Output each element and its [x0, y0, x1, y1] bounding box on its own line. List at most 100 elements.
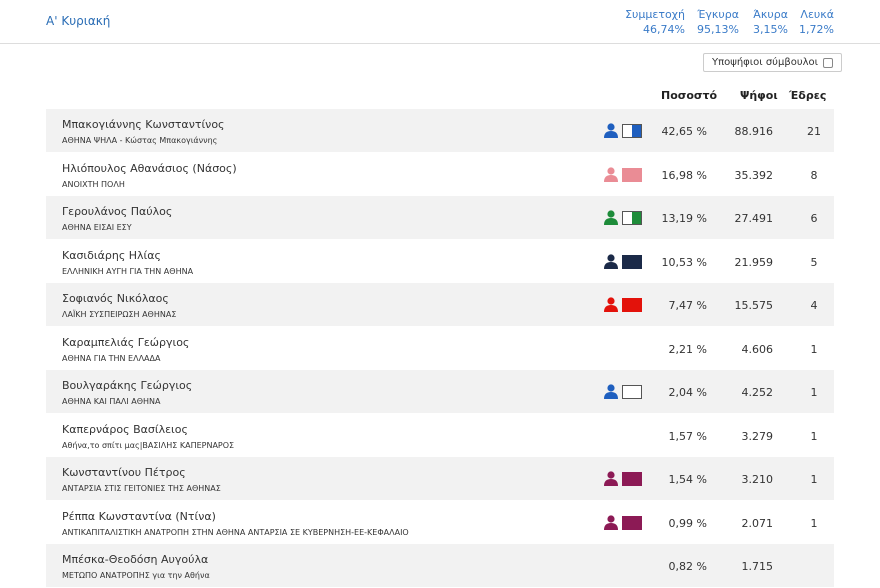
party-name: ΑΝΟΙΧΤΗ ΠΟΛΗ [62, 179, 125, 189]
icon-part [622, 255, 632, 268]
icon-part [632, 211, 642, 225]
icon-part [604, 218, 618, 225]
checkbox[interactable] [823, 58, 833, 68]
party-name: ΜΕΤΩΠΟ ΑΝΑΤΡΟΠΗΣ για την Αθήνα [62, 571, 210, 580]
result-row: Γερουλάνος Παύλος ΑΘΗΝΑ ΕΙΣΑΙ ΕΣΥ 13,19 % 2… [46, 196, 834, 239]
party-icon [604, 514, 642, 530]
seats: 1 [810, 516, 818, 530]
candidate-name: Μπέσκα-Θεοδόση Αυγούλα [62, 553, 209, 566]
icon-part [622, 168, 632, 181]
icon-part [607, 166, 615, 175]
candidate-name: Κασιδιάρης Ηλίας [62, 248, 161, 262]
party-name: ΛΑΪΚΗ ΣΥΣΠΕΙΡΩΣΗ ΑΘΗΝΑΣ [62, 310, 177, 319]
icon-part [622, 385, 632, 399]
percent: 0,82 % [668, 560, 707, 573]
result-row: Ρέππα Κωνσταντίνα (Ντίνα) ΑΝΤΙΚΑΠΙΤΑΛΙΣΤΙ… [46, 501, 834, 544]
party-name: Αθήνα,το σπίτι μας|ΒΑΣΙΛΗΣ ΚΑΠΕΡΝΑΡΟΣ [62, 440, 235, 450]
stat-label: Άκυρα [753, 8, 788, 21]
party-icon [604, 210, 642, 225]
icon-part [607, 384, 615, 392]
candidates-toggle[interactable]: Υποψήφιοι σύμβουλοι [703, 53, 842, 72]
party-name: ΑΘΗΝΑ ΓΙΑ ΤΗΝ ΕΛΛΑΔΑ [62, 353, 161, 363]
icon-part [632, 385, 642, 399]
party-icon [604, 297, 642, 312]
icon-part [632, 516, 642, 529]
percent: 2,21 % [668, 342, 707, 356]
icon-part [622, 385, 642, 399]
candidate-name: Ρέππα Κωνσταντίνα (Ντίνα) [62, 509, 216, 523]
column-header: Έδρες [789, 89, 827, 102]
result-row: Βουλγαράκης Γεώργιος ΑΘΗΝΑ ΚΑΙ ΠΑΛΙ ΑΘΗΝΑ… [46, 370, 834, 413]
result-row: Καπερνάρος Βασίλειος Αθήνα,το σπίτι μας|Β… [46, 414, 834, 457]
icon-part [604, 522, 618, 530]
icon-part [622, 211, 642, 225]
stat-value: 95,13% [697, 23, 739, 36]
stat-value: 46,74% [643, 23, 685, 36]
party-icon [604, 166, 642, 182]
votes: 88.916 [734, 125, 774, 138]
icon-part [607, 297, 615, 305]
votes: 3.210 [741, 473, 774, 486]
percent: 7,47 % [668, 299, 707, 312]
separator [0, 43, 880, 44]
seats: 1 [810, 473, 818, 486]
percent: 1,54 % [668, 473, 707, 486]
party-name: ΑΝΤΑΡΣΙΑ ΣΤΙΣ ΓΕΙΤΟΝΙΕΣ ΤΗΣ ΑΘΗΝΑΣ [62, 484, 221, 493]
votes: 35.392 [734, 168, 774, 182]
icon-part [622, 472, 632, 486]
party-icon [604, 384, 642, 399]
result-row: Μπακογιάννης Κωνσταντίνος ΑΘΗΝΑ ΨΗΛΑ - Κώ… [46, 109, 834, 152]
icon-part [604, 305, 618, 312]
percent: 2,04 % [668, 386, 707, 399]
seats: 8 [810, 168, 818, 182]
icon-part [607, 123, 615, 131]
icon-part [632, 255, 642, 268]
party-name: ΑΘΗΝΑ ΨΗΛΑ - Κώστας Μπακογιάννης [62, 136, 218, 145]
candidate-name: Βουλγαράκης Γεώργιος [62, 379, 193, 392]
percent: 0,99 % [668, 516, 707, 530]
stat-value: 1,72% [799, 23, 834, 36]
icon-part [622, 516, 632, 529]
party-icon [604, 471, 642, 486]
icon-part [622, 254, 642, 269]
icon-part [604, 174, 618, 182]
percent: 42,65 % [661, 125, 707, 138]
percent: 16,98 % [661, 168, 707, 182]
stat: Άκυρα 3,15% [753, 8, 788, 36]
icon-part [622, 298, 632, 312]
icon-part [604, 131, 618, 138]
votes: 1.715 [741, 560, 774, 573]
stat-label: Έγκυρα [697, 8, 739, 21]
party-icon [604, 123, 642, 138]
seats: 1 [810, 342, 818, 356]
candidate-name: Καπερνάρος Βασίλειος [62, 422, 188, 436]
stat: Έγκυρα 95,13% [697, 8, 739, 36]
column-header: Ψήφοι [740, 89, 778, 102]
seats: 5 [810, 255, 818, 269]
result-row: Ηλιόπουλος Αθανάσιος (Νάσος) ΑΝΟΙΧΤΗ ΠΟΛΗ… [46, 153, 834, 196]
party-name: ΑΘΗΝΑ ΚΑΙ ΠΑΛΙ ΑΘΗΝΑ [62, 397, 161, 406]
stat-label: Συμμετοχή [625, 8, 685, 21]
result-row: Σοφιανός Νικόλαος ΛΑΪΚΗ ΣΥΣΠΕΙΡΩΣΗ ΑΘΗΝΑΣ… [46, 283, 834, 326]
candidate-name: Μπακογιάννης Κωνσταντίνος [62, 118, 225, 131]
toggle-label: Υποψήφιοι σύμβουλοι [712, 57, 819, 68]
round-title: Α' Κυριακή [46, 14, 111, 28]
votes: 4.606 [741, 342, 774, 356]
seats: 1 [810, 429, 818, 443]
party-name: ΑΘΗΝΑ ΕΙΣΑΙ ΕΣΥ [62, 223, 132, 232]
icon-part [622, 124, 642, 138]
stat: Λευκά 1,72% [799, 8, 834, 36]
votes: 15.575 [734, 299, 774, 312]
icon-part [632, 298, 642, 312]
result-row: Κωνσταντίνου Πέτρος ΑΝΤΑΡΣΙΑ ΣΤΙΣ ΓΕΙΤΟΝΙ… [46, 457, 834, 500]
icon-part [607, 514, 615, 523]
candidate-name: Καραμπελιάς Γεώργιος [62, 335, 190, 349]
icon-part [607, 210, 615, 218]
percent: 1,57 % [668, 429, 707, 443]
icon-part [632, 168, 642, 181]
icon-part [632, 472, 642, 486]
percent: 13,19 % [661, 212, 707, 225]
votes: 2.071 [741, 516, 774, 530]
candidate-name: Γερουλάνος Παύλος [62, 205, 173, 218]
